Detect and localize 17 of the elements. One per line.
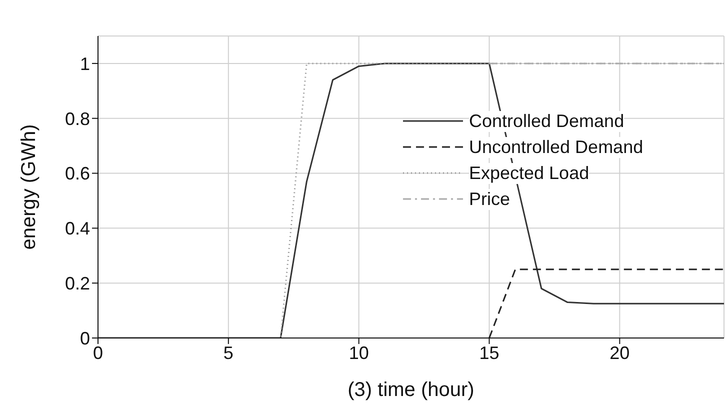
x-axis-title: (3) time (hour) [348, 379, 474, 401]
y-tick-label: 0.2 [64, 273, 90, 294]
legend-label: Controlled Demand [469, 110, 624, 132]
y-tick-label: 1 [80, 54, 90, 74]
y-tick-label: 0 [80, 328, 90, 348]
y-tick-label: 0.4 [64, 218, 90, 239]
legend-label: Uncontrolled Demand [469, 136, 644, 158]
y-tick-label: 0.6 [64, 164, 90, 184]
y-axis-title: energy (GWh) [18, 124, 40, 250]
legend-label: Price [469, 188, 510, 210]
y-tick-label: 0.8 [64, 108, 90, 129]
x-tick-label: 15 [479, 342, 500, 363]
legend-label: Expected Load [469, 162, 590, 184]
x-tick-label: 5 [223, 342, 234, 363]
x-tick-label: 20 [610, 342, 630, 363]
x-tick-label: 10 [348, 342, 369, 363]
x-tick-label: 0 [92, 342, 104, 363]
